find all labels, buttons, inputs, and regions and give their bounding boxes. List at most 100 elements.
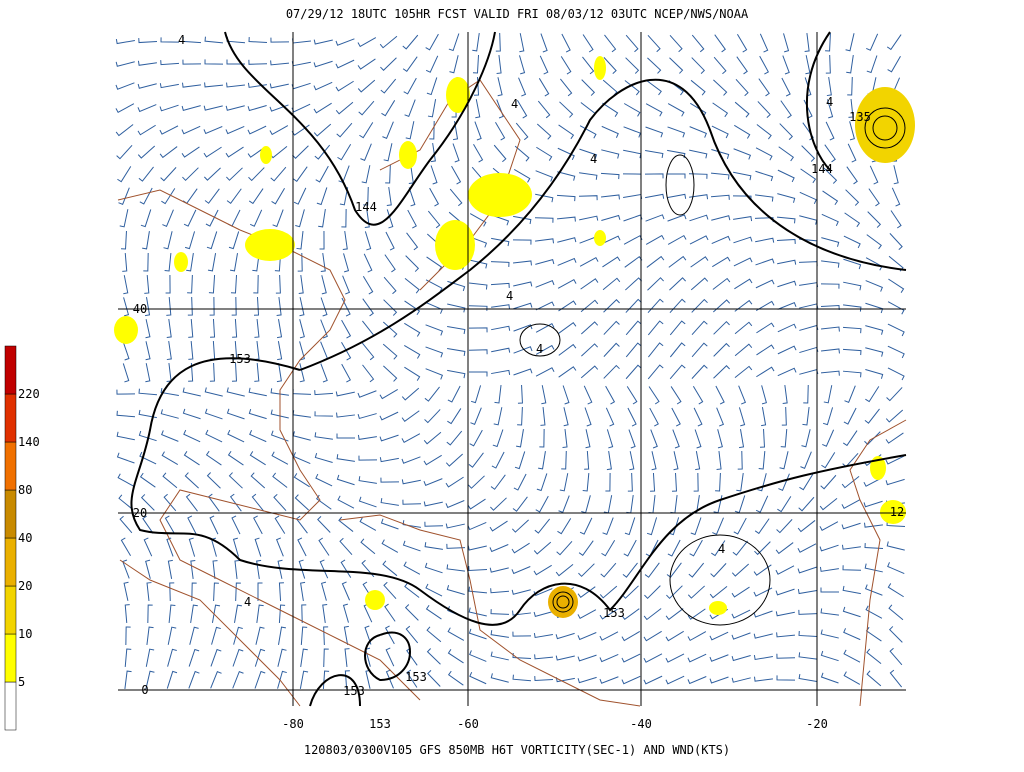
wind-barb xyxy=(669,34,683,53)
wind-barb xyxy=(623,539,637,557)
wind-barb xyxy=(865,605,883,619)
contour-label: 4 xyxy=(536,342,543,356)
wind-barb xyxy=(491,325,511,331)
wind-barb xyxy=(555,632,575,640)
wind-barb xyxy=(776,653,796,659)
wind-barb xyxy=(300,581,306,601)
wind-barb xyxy=(335,80,354,92)
wind-barb xyxy=(277,341,283,361)
wind-barb xyxy=(800,168,817,184)
wind-barb xyxy=(452,121,459,141)
wind-barb xyxy=(866,648,882,664)
wind-barb xyxy=(160,387,179,397)
wind-barb xyxy=(797,543,817,553)
wind-barb xyxy=(557,237,577,243)
wind-barb xyxy=(274,515,286,534)
wind-barb xyxy=(322,603,328,623)
wind-barb xyxy=(627,407,637,427)
wind-barb xyxy=(779,451,789,470)
wind-barb xyxy=(646,80,662,96)
wind-barb xyxy=(249,209,263,227)
wind-barb xyxy=(320,581,327,601)
wind-barb xyxy=(379,411,399,421)
wind-barb xyxy=(124,604,130,624)
wind-barb xyxy=(601,194,620,200)
wind-barb xyxy=(404,582,420,598)
wind-barb xyxy=(826,77,832,97)
wind-barb xyxy=(425,33,439,51)
wind-barb xyxy=(272,472,288,488)
wind-barb xyxy=(797,589,817,595)
wind-barb xyxy=(182,82,201,88)
wind-barb xyxy=(891,187,901,207)
wind-barb xyxy=(650,429,658,449)
lat-label: 40 xyxy=(133,302,147,316)
wind-barb xyxy=(688,173,708,179)
wind-barb xyxy=(320,341,329,361)
wind-barb xyxy=(841,499,861,509)
wind-barb xyxy=(188,318,194,338)
wind-barb xyxy=(184,472,199,489)
wind-barb xyxy=(468,565,488,572)
wind-barb xyxy=(323,648,329,668)
wind-barb xyxy=(865,386,880,403)
wind-barb xyxy=(799,215,818,225)
wind-barb xyxy=(866,234,882,250)
wind-barb xyxy=(253,274,259,294)
wind-barb xyxy=(339,537,353,556)
wind-barb xyxy=(358,496,377,508)
wind-barb xyxy=(886,34,902,51)
wind-barb xyxy=(842,326,862,334)
wind-barb xyxy=(887,583,904,598)
wind-barb xyxy=(491,304,511,310)
wind-barb xyxy=(467,545,487,551)
wind-barb xyxy=(754,541,771,556)
wind-barb xyxy=(118,187,130,206)
wind-barb xyxy=(321,275,327,295)
wind-barb xyxy=(583,385,593,405)
wind-barb xyxy=(256,604,264,623)
wind-barb xyxy=(342,231,348,251)
wind-barb xyxy=(341,297,351,317)
wind-barb xyxy=(163,493,177,512)
wind-barb xyxy=(299,297,305,317)
wind-barb xyxy=(316,494,332,510)
wind-barb xyxy=(803,384,809,404)
wind-barb xyxy=(647,320,664,336)
wind-barb xyxy=(713,56,727,75)
wind-barb xyxy=(687,585,705,599)
contour-label: 4 xyxy=(590,152,597,166)
caption: 120803/0300V105 GFS 850MB H6T VORTICITY(… xyxy=(304,743,730,757)
wind-barb xyxy=(738,385,747,405)
wind-barb xyxy=(379,388,398,400)
wind-barb xyxy=(167,559,173,579)
wind-barb xyxy=(144,297,151,317)
wind-barb xyxy=(535,367,555,377)
wind-barb xyxy=(603,364,620,379)
wind-barb xyxy=(318,209,326,228)
wind-barb xyxy=(291,61,311,67)
wind-barb xyxy=(540,406,546,426)
wind-barb xyxy=(584,450,590,470)
wind-barbs xyxy=(115,32,906,690)
wind-barb xyxy=(799,191,817,205)
lon-label: -20 xyxy=(806,717,828,731)
wind-barb xyxy=(516,429,524,448)
wind-barb xyxy=(166,296,172,316)
wind-barb xyxy=(622,585,639,599)
wind-barb xyxy=(270,409,289,419)
wind-barb xyxy=(672,429,680,449)
wind-barb xyxy=(822,190,839,206)
wind-barb xyxy=(671,472,678,492)
wind-barb xyxy=(666,585,683,600)
wind-barb xyxy=(402,56,418,73)
wind-barb xyxy=(188,362,194,382)
wind-barb xyxy=(294,494,309,511)
wind-barb xyxy=(380,78,397,94)
wind-barb xyxy=(643,653,663,663)
wind-barb xyxy=(338,165,350,184)
wind-barb xyxy=(535,495,549,513)
wind-barb xyxy=(799,346,819,354)
vorticity-areas xyxy=(114,56,915,618)
wind-barb xyxy=(123,275,129,295)
